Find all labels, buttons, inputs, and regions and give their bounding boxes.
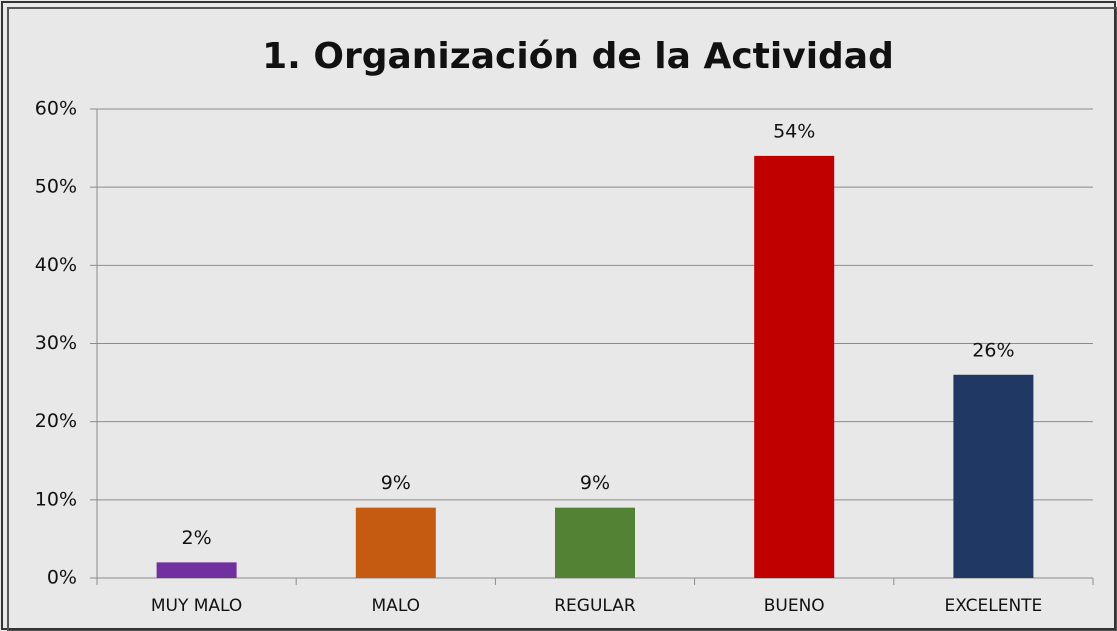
border-inner [7,7,1117,631]
data-label: 9% [381,472,411,494]
data-label: 2% [182,527,212,549]
y-tick-label: 30% [35,332,77,354]
y-tick-label: 0% [47,567,77,589]
data-label: 9% [580,472,610,494]
x-tick-label: MUY MALO [151,596,242,616]
y-tick-label: 40% [35,254,77,276]
chart-title: 1. Organización de la Actividad [262,36,894,77]
bar [156,562,237,578]
bar [953,374,1034,578]
bar [355,507,436,578]
y-tick-label: 10% [35,488,77,510]
x-tick-label: REGULAR [554,596,636,616]
bar [555,507,635,578]
bar [754,155,835,578]
y-tick-label: 20% [35,410,77,432]
x-tick-label: BUENO [764,596,825,616]
y-tick-label: 50% [35,176,77,198]
data-label: 54% [773,120,815,142]
x-tick-label: EXCELENTE [944,596,1042,616]
data-label: 26% [972,339,1014,361]
y-tick-label: 60% [35,98,77,120]
x-tick-label: MALO [372,596,421,616]
